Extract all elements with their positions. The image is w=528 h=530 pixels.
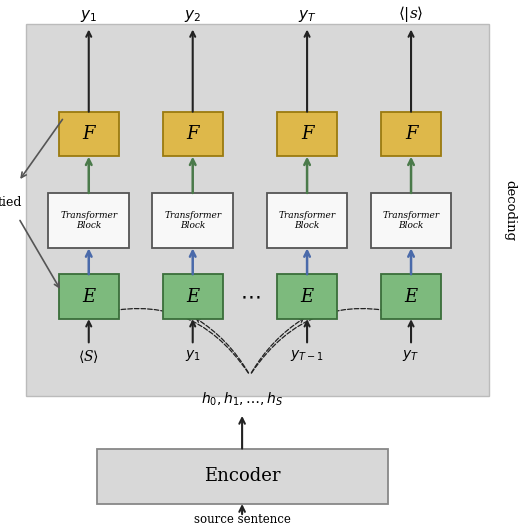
Text: $y_T$: $y_T$ [298, 8, 316, 24]
FancyBboxPatch shape [277, 275, 337, 319]
FancyBboxPatch shape [381, 112, 441, 156]
Text: $\cdots$: $\cdots$ [240, 287, 260, 306]
Text: source sentence: source sentence [194, 513, 290, 526]
FancyBboxPatch shape [49, 193, 129, 248]
Text: Transformer
Block: Transformer Block [278, 211, 336, 231]
Text: E: E [404, 288, 418, 306]
FancyBboxPatch shape [26, 24, 489, 396]
FancyBboxPatch shape [277, 112, 337, 156]
FancyBboxPatch shape [267, 193, 347, 248]
FancyBboxPatch shape [381, 275, 441, 319]
FancyBboxPatch shape [153, 193, 233, 248]
FancyBboxPatch shape [59, 275, 119, 319]
Text: E: E [300, 288, 314, 306]
Text: $y_1$: $y_1$ [80, 8, 97, 24]
Text: $h_0, h_1, \ldots, h_S$: $h_0, h_1, \ldots, h_S$ [201, 391, 284, 408]
Text: F: F [82, 125, 95, 143]
Text: $y_2$: $y_2$ [184, 8, 201, 24]
Text: tied: tied [0, 196, 22, 209]
Text: $\langle$|s$\rangle$: $\langle$|s$\rangle$ [398, 4, 424, 24]
Text: Transformer
Block: Transformer Block [164, 211, 221, 231]
FancyBboxPatch shape [371, 193, 451, 248]
Text: $\langle$S$\rangle$: $\langle$S$\rangle$ [78, 348, 99, 365]
Text: decoding: decoding [503, 180, 516, 241]
FancyBboxPatch shape [163, 112, 223, 156]
Text: E: E [186, 288, 199, 306]
Text: $y_T$: $y_T$ [402, 348, 420, 363]
FancyBboxPatch shape [59, 112, 119, 156]
Text: $y_1$: $y_1$ [185, 348, 201, 363]
Text: F: F [301, 125, 313, 143]
Text: Transformer
Block: Transformer Block [382, 211, 440, 231]
Text: Transformer
Block: Transformer Block [60, 211, 117, 231]
FancyBboxPatch shape [163, 275, 223, 319]
Text: F: F [405, 125, 417, 143]
Text: Encoder: Encoder [204, 467, 280, 485]
Text: $y_{T-1}$: $y_{T-1}$ [290, 348, 324, 363]
FancyBboxPatch shape [97, 449, 388, 504]
Text: E: E [82, 288, 96, 306]
Text: F: F [186, 125, 199, 143]
